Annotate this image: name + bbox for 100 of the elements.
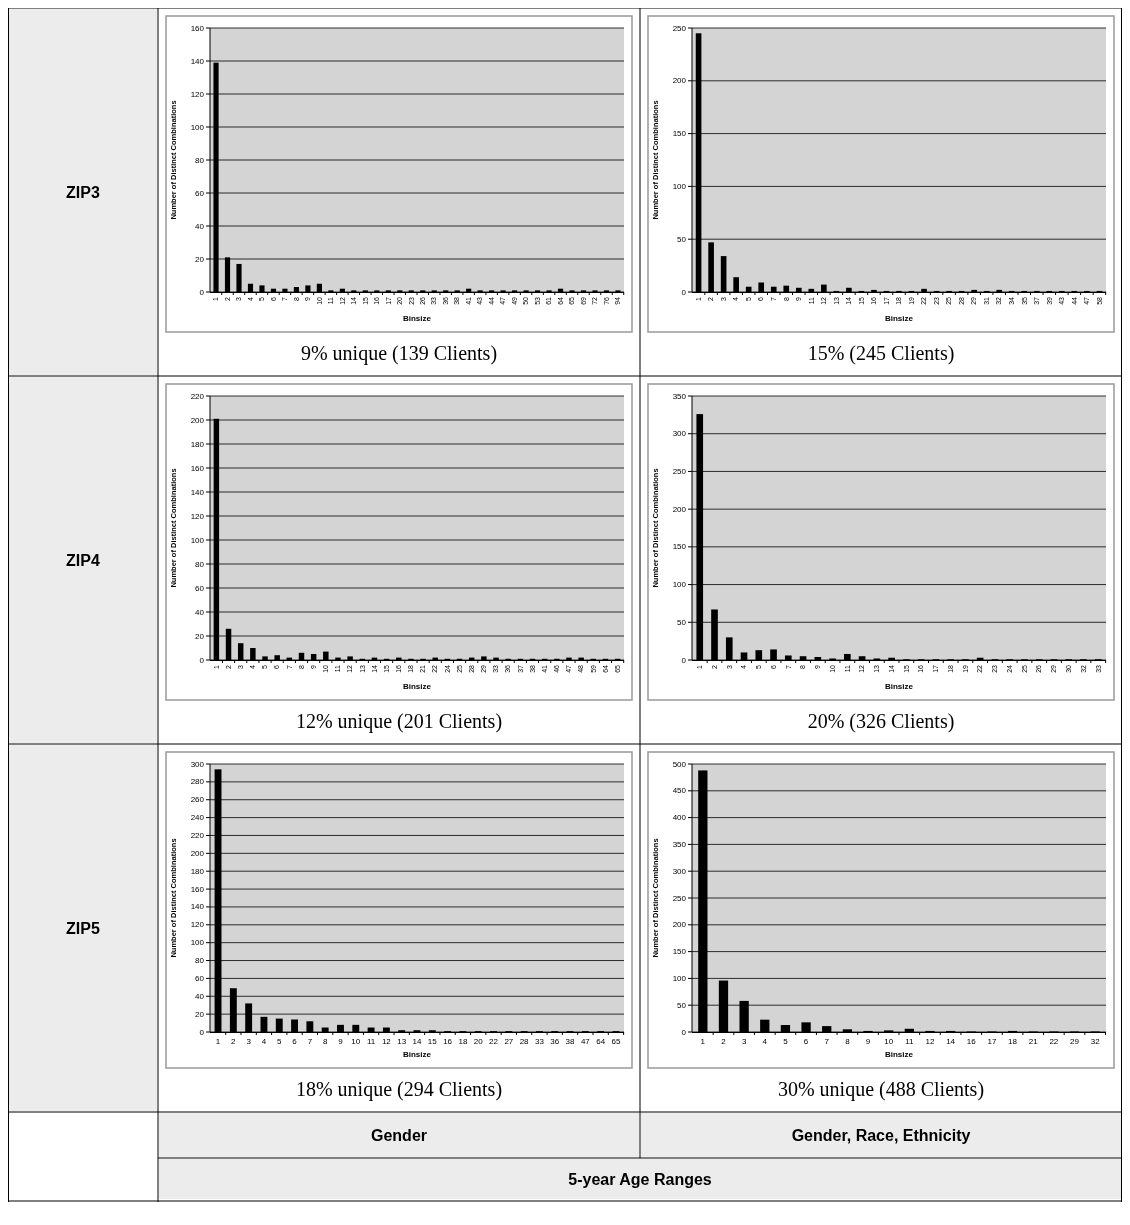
- text: 12% unique (201 Clients): [295, 710, 503, 733]
- x-tick-label: 12: [925, 1037, 935, 1046]
- y-tick-label: 200: [672, 920, 687, 930]
- x-tick-label: 10: [351, 1037, 361, 1046]
- x-tick-label: 6: [292, 1037, 298, 1046]
- y-tick-label: 200: [672, 504, 687, 514]
- y-tick-label: 100: [672, 973, 687, 983]
- x-tick-label: 9: [338, 1037, 344, 1046]
- x-axis-title: Binsize: [884, 1050, 914, 1059]
- y-tick-label: 260: [190, 795, 205, 805]
- y-tick-label: 100: [672, 181, 687, 191]
- y-tick-label: 80: [195, 956, 205, 966]
- y-tick-label: 20: [195, 631, 205, 641]
- x-tick-label: 21: [1028, 1037, 1039, 1046]
- y-tick-label: 280: [190, 777, 205, 787]
- x-tick-label: 5: [783, 1037, 789, 1046]
- y-tick-label: 60: [195, 188, 205, 198]
- text: 9% unique (139 Clients): [300, 342, 498, 365]
- y-tick-label: 100: [190, 535, 205, 545]
- y-tick-label: 40: [195, 991, 205, 1001]
- text: 15% (245 Clients): [807, 342, 955, 365]
- y-tick-label: 140: [190, 902, 205, 912]
- x-tick-label: 6: [803, 1037, 809, 1046]
- y-tick-label: 0: [199, 1027, 205, 1037]
- x-tick-label: 11: [905, 1037, 915, 1046]
- x-tick-label: 33: [534, 1037, 545, 1046]
- y-tick-label: 200: [190, 848, 205, 858]
- x-tick-label: 16: [443, 1037, 453, 1046]
- x-axis-title: Binsize: [402, 314, 432, 323]
- x-tick-label: 2: [231, 1037, 237, 1046]
- x-tick-label: 15: [427, 1037, 438, 1046]
- y-tick-label: 60: [195, 973, 205, 983]
- x-tick-label: 65: [611, 1037, 621, 1046]
- text: ZIP3: [66, 183, 100, 201]
- x-tick-label: 3: [741, 1037, 747, 1046]
- x-tick-label: 64: [596, 1037, 606, 1046]
- x-tick-label: 9: [865, 1037, 871, 1046]
- y-tick-label: 80: [195, 559, 205, 569]
- x-tick-label: 22: [489, 1037, 499, 1046]
- x-tick-label: 27: [504, 1037, 514, 1046]
- y-tick-label: 0: [681, 1027, 687, 1037]
- x-tick-label: 1: [215, 1037, 221, 1046]
- text: 20% (326 Clients): [807, 710, 955, 733]
- text: 30% unique (488 Clients): [777, 1078, 985, 1101]
- x-tick-label: 7: [307, 1037, 313, 1046]
- y-tick-label: 120: [190, 511, 205, 521]
- y-tick-label: 400: [672, 813, 687, 823]
- y-tick-label: 0: [681, 287, 687, 297]
- x-tick-label: 47: [580, 1037, 591, 1046]
- x-tick-label: 10: [884, 1037, 894, 1046]
- x-axis-title: Binsize: [884, 314, 914, 323]
- x-tick-label: 36: [550, 1037, 560, 1046]
- y-tick-label: 220: [190, 831, 205, 841]
- y-tick-label: 250: [672, 893, 687, 903]
- y-tick-label: 150: [672, 542, 687, 552]
- x-tick-label: 14: [946, 1037, 956, 1046]
- x-tick-label: 2: [721, 1037, 727, 1046]
- y-tick-label: 350: [672, 839, 687, 849]
- x-tick-label: 28: [519, 1037, 530, 1046]
- y-tick-label: 200: [190, 415, 205, 425]
- y-tick-label: 160: [190, 463, 205, 473]
- x-tick-label: 7: [824, 1037, 830, 1046]
- x-tick-label: 18: [1008, 1037, 1018, 1046]
- y-tick-label: 60: [195, 583, 205, 593]
- text: 5-year Age Ranges: [568, 1170, 712, 1188]
- x-tick-label: 17: [987, 1037, 997, 1046]
- y-tick-label: 0: [199, 655, 205, 665]
- text: ZIP4: [66, 551, 100, 569]
- x-tick-label: 1: [700, 1037, 706, 1046]
- x-tick-label: 11: [366, 1037, 376, 1046]
- y-tick-label: 180: [190, 439, 205, 449]
- y-tick-label: 100: [672, 580, 687, 590]
- x-tick-label: 14: [412, 1037, 422, 1046]
- y-tick-label: 140: [190, 487, 205, 497]
- x-tick-label: 3: [246, 1037, 252, 1046]
- y-tick-label: 180: [190, 866, 205, 876]
- y-tick-label: 500: [672, 759, 687, 769]
- y-tick-label: 150: [672, 129, 687, 139]
- y-tick-label: 120: [190, 89, 205, 99]
- y-tick-label: 0: [199, 287, 205, 297]
- text: Gender, Race, Ethnicity: [791, 1126, 971, 1144]
- x-tick-label: 16: [966, 1037, 977, 1046]
- x-axis-title: Binsize: [884, 682, 914, 691]
- y-tick-label: 50: [677, 234, 687, 244]
- y-tick-label: 240: [190, 813, 205, 823]
- y-tick-label: 20: [195, 254, 205, 264]
- y-tick-label: 80: [195, 155, 205, 165]
- y-tick-label: 300: [190, 759, 205, 769]
- y-tick-label: 450: [672, 786, 687, 796]
- y-tick-label: 0: [681, 655, 687, 665]
- x-tick-label: 4: [762, 1037, 768, 1046]
- text: 18% unique (294 Clients): [295, 1078, 503, 1101]
- x-tick-label: 22: [1049, 1037, 1059, 1046]
- text: ZIP5: [66, 919, 100, 937]
- x-tick-label: 29: [1070, 1037, 1080, 1046]
- y-tick-label: 140: [190, 56, 205, 66]
- y-tick-label: 40: [195, 221, 205, 231]
- y-tick-label: 200: [672, 76, 687, 86]
- y-tick-label: 20: [195, 1009, 205, 1019]
- x-tick-label: 8: [322, 1037, 328, 1046]
